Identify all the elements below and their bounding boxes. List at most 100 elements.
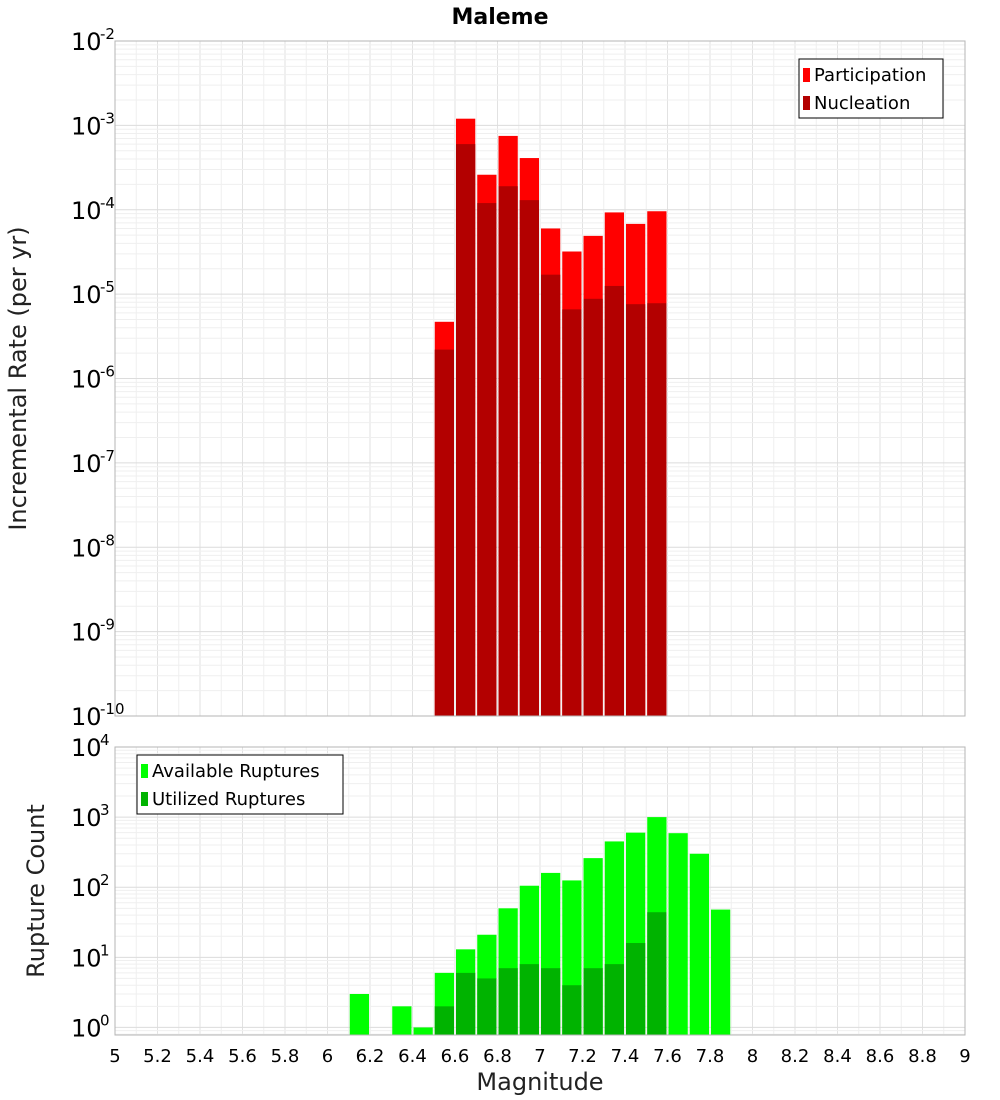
x-tick-label: 9 xyxy=(959,1046,970,1067)
y-tick-exponent: -5 xyxy=(100,278,115,296)
y-tick-exponent: 3 xyxy=(100,801,110,819)
legend-box xyxy=(136,754,344,815)
y-tick-label: 10 xyxy=(71,874,102,902)
bar-available-ruptures xyxy=(668,833,688,1035)
y-tick-label: 10 xyxy=(71,804,102,832)
bar-nucleation xyxy=(456,144,476,716)
bar-utilized-ruptures xyxy=(583,968,603,1035)
y-tick-exponent: -9 xyxy=(100,616,115,634)
legend-label: Nucleation xyxy=(814,93,910,114)
bar-nucleation xyxy=(626,304,646,716)
bar-utilized-ruptures xyxy=(519,964,539,1035)
bar-utilized-ruptures xyxy=(434,1006,454,1035)
y-tick-label: 10 xyxy=(71,1014,102,1042)
bar-utilized-ruptures xyxy=(604,964,624,1035)
y-tick-label: 10 xyxy=(71,534,102,562)
bar-utilized-ruptures xyxy=(562,985,582,1035)
chart-title: Maleme xyxy=(451,5,548,30)
bar-utilized-ruptures xyxy=(541,968,561,1035)
bar-utilized-ruptures xyxy=(498,968,518,1035)
bar-nucleation xyxy=(434,349,454,716)
x-tick-label: 5.8 xyxy=(271,1046,300,1067)
y-tick-label: 10 xyxy=(71,734,102,762)
y-tick-label: 10 xyxy=(71,944,102,972)
x-tick-label: 6.6 xyxy=(441,1046,470,1067)
bar-available-ruptures xyxy=(689,853,709,1035)
bar-nucleation xyxy=(541,274,561,716)
x-tick-label: 5.6 xyxy=(228,1046,257,1067)
bar-utilized-ruptures xyxy=(626,943,646,1035)
y-tick-exponent: 4 xyxy=(100,731,110,749)
x-axis-title: Magnitude xyxy=(476,1068,603,1096)
y-tick-label: 10 xyxy=(71,619,102,647)
bar-nucleation xyxy=(604,285,624,716)
legend-swatch xyxy=(803,68,810,82)
x-tick-label: 6.2 xyxy=(356,1046,385,1067)
bar-nucleation xyxy=(583,298,603,716)
y-tick-exponent: -7 xyxy=(100,447,115,465)
x-tick-label: 7.2 xyxy=(568,1046,597,1067)
bar-nucleation xyxy=(519,200,539,716)
grid xyxy=(114,746,966,1035)
bar-utilized-ruptures xyxy=(647,912,667,1035)
chart-0: 10-210-310-410-510-610-710-810-910-10Mal… xyxy=(4,5,966,731)
bars xyxy=(349,817,731,1035)
x-tick-label: 8 xyxy=(747,1046,758,1067)
y-axis-title: Rupture Count xyxy=(22,804,50,978)
plot-border xyxy=(114,40,966,717)
y-tick-label: 10 xyxy=(71,197,102,225)
y-tick-label: 10 xyxy=(71,450,102,478)
x-tick-label: 7.4 xyxy=(611,1046,640,1067)
y-tick-label: 10 xyxy=(71,28,102,56)
plot-border xyxy=(114,746,966,1036)
x-tick-label: 8.4 xyxy=(823,1046,852,1067)
bar-available-ruptures xyxy=(349,993,369,1035)
legend-swatch xyxy=(141,764,148,778)
y-tick-exponent: 1 xyxy=(100,941,110,959)
x-tick-label: 6.8 xyxy=(483,1046,512,1067)
x-tick-label: 8.2 xyxy=(781,1046,810,1067)
y-tick-exponent: -8 xyxy=(100,531,115,549)
bar-nucleation xyxy=(647,303,667,716)
legend: Available Ruptures Utilized Ruptures xyxy=(136,754,344,815)
legend-label: Utilized Ruptures xyxy=(152,789,305,810)
legend-label: Participation xyxy=(814,65,926,86)
x-tick-label: 7.6 xyxy=(653,1046,682,1067)
legend-label: Available Ruptures xyxy=(152,761,320,782)
bars xyxy=(434,118,667,717)
bar-nucleation xyxy=(498,186,518,716)
x-tick-label: 6 xyxy=(322,1046,333,1067)
x-tick-label: 5 xyxy=(109,1046,120,1067)
y-tick-exponent: -10 xyxy=(100,700,125,718)
bar-available-ruptures xyxy=(711,909,731,1035)
x-tick-label: 6.4 xyxy=(398,1046,427,1067)
legend-swatch xyxy=(803,96,810,110)
y-tick-label: 10 xyxy=(71,366,102,394)
x-tick-label: 8.6 xyxy=(866,1046,895,1067)
bar-available-ruptures xyxy=(392,1006,412,1035)
bar-available-ruptures xyxy=(413,1027,433,1035)
legend-box xyxy=(798,58,944,119)
y-tick-exponent: 0 xyxy=(100,1011,110,1029)
bar-utilized-ruptures xyxy=(477,978,497,1035)
legend-swatch xyxy=(141,792,148,806)
x-tick-label: 5.4 xyxy=(186,1046,215,1067)
grid xyxy=(114,40,966,717)
y-tick-exponent: -4 xyxy=(100,194,115,212)
bar-nucleation xyxy=(477,203,497,716)
y-tick-label: 10 xyxy=(71,112,102,140)
y-tick-exponent: -3 xyxy=(100,109,115,127)
y-tick-exponent: 2 xyxy=(100,871,110,889)
bar-nucleation xyxy=(562,309,582,716)
x-tick-label: 7.8 xyxy=(696,1046,725,1067)
x-tick-label: 7 xyxy=(534,1046,545,1067)
y-axis-title: Incremental Rate (per yr) xyxy=(4,226,32,530)
y-tick-label: 10 xyxy=(71,281,102,309)
legend: Participation Nucleation xyxy=(798,58,944,119)
x-tick-label: 8.8 xyxy=(908,1046,937,1067)
y-tick-label: 10 xyxy=(71,703,102,731)
y-tick-exponent: -6 xyxy=(100,363,115,381)
